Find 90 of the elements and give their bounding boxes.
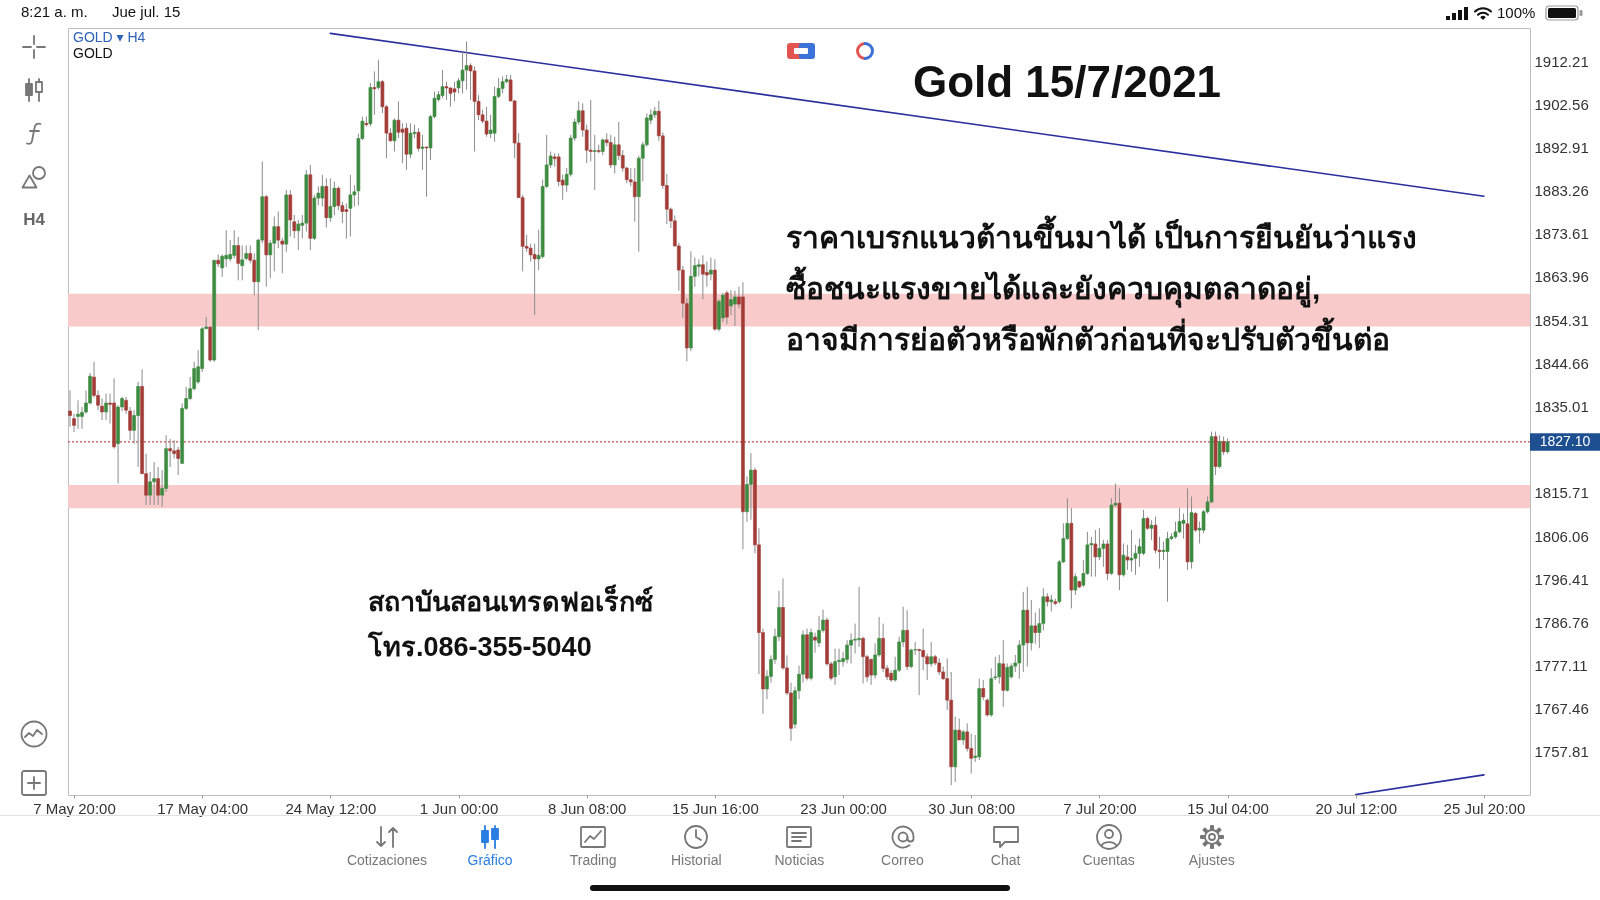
x-tick-label: 7 Jul 20:00 (1063, 799, 1137, 817)
candlestick (1149, 519, 1154, 541)
candlestick (833, 648, 837, 686)
candlestick (68, 389, 72, 428)
candlestick (232, 229, 237, 259)
candlestick (1093, 529, 1098, 578)
text: Cuentas (1082, 851, 1135, 869)
candlestick (452, 81, 457, 102)
candlestick (1129, 529, 1134, 573)
candlestick (296, 219, 301, 251)
x-tick-label: 30 Jun 08:00 (928, 799, 1016, 817)
text: 8:21 a. m. (21, 3, 88, 21)
candlestick (1089, 536, 1094, 578)
candlestick (749, 452, 753, 521)
candlestick (156, 466, 160, 506)
text: Trading (569, 851, 617, 869)
candlestick (76, 399, 80, 430)
text: Historial (671, 851, 722, 869)
text: H4 (23, 210, 45, 230)
candlestick (464, 40, 469, 91)
annotation: โทร.086-355-5040 (367, 630, 592, 662)
candlestick (444, 81, 449, 101)
candlestick (348, 174, 353, 238)
candlestick (592, 134, 597, 191)
candlestick (733, 290, 737, 327)
text: Jue jul. 15 (112, 3, 181, 21)
candlestick (328, 177, 333, 223)
candlestick (701, 254, 705, 300)
y-tick-label: 1757.81 (1534, 743, 1589, 761)
y-tick-label: 1796.41 (1534, 570, 1589, 588)
chart-subtitle: GOLD ▾ H4 (73, 29, 146, 45)
candlestick (420, 134, 425, 171)
text: Gold 15/7/2021 (912, 57, 1222, 106)
y-tick-label: 1806.06 (1534, 527, 1589, 545)
x-tick-label: 25 Jul 20:00 (1443, 799, 1526, 817)
x-tick-label: 8 Jun 08:00 (548, 799, 627, 817)
candlestick (1029, 599, 1034, 651)
x-tick-label: 23 Jun 00:00 (800, 799, 887, 817)
y-tick-label: 1815.71 (1534, 484, 1589, 502)
candlestick (632, 167, 637, 223)
candlestick (869, 658, 873, 686)
candlestick (220, 253, 225, 278)
text: Cotizaciones (346, 851, 428, 869)
candlestick (813, 632, 817, 654)
candlestick (440, 69, 445, 99)
candlestick (957, 717, 962, 741)
y-tick-label: 1892.91 (1534, 138, 1589, 156)
y-tick-label: 1854.31 (1534, 311, 1589, 329)
candlestick (1121, 543, 1126, 578)
x-tick-label: 7 May 20:00 (33, 799, 116, 817)
candlestick (424, 146, 429, 198)
y-tick-label: 1844.66 (1534, 354, 1589, 372)
candlestick (1033, 611, 1038, 645)
x-tick-label: 24 May 12:00 (285, 799, 377, 817)
candlestick (168, 438, 172, 468)
candlestick (917, 648, 921, 696)
candlestick (104, 393, 108, 421)
x-tick-label: 20 Jul 12:00 (1315, 799, 1398, 817)
text: Noticias (774, 851, 825, 869)
annotation: ราคาเบรกแนวต้านขึ้นมาได้ เป็นการยืนยันว่าแรง ซื้อชนะแรงขายได้และยังควบคุมตลาดอยู่, อาจมีการย่อตัวหรือพักตัวก่อนที่จะปรับตัวขึ้นต่อ (786, 215, 1418, 356)
y-tick-label: 1912.21 (1534, 52, 1589, 70)
annotation: GOLD (73, 45, 113, 61)
candlestick (320, 174, 325, 208)
text: 100% (1497, 4, 1536, 22)
y-tick-label: 1902.56 (1534, 95, 1589, 113)
x-tick-label: 15 Jul 04:00 (1187, 799, 1269, 817)
y-tick-label: 1835.01 (1534, 398, 1589, 416)
annotation: สถาบันสอนเทรดฟอเร็กซ์ (368, 584, 653, 617)
candlestick (152, 461, 156, 506)
candlestick (276, 210, 281, 249)
y-tick-label: 1767.46 (1534, 700, 1589, 718)
y-tick-label: 1777.11 (1534, 657, 1588, 675)
ref-line-label: 1827.10 (1539, 432, 1591, 449)
candlestick (929, 641, 933, 668)
text: Ajustes (1188, 851, 1235, 869)
text: Correo (881, 851, 924, 869)
candlestick (997, 654, 1002, 685)
candlestick (1221, 436, 1226, 456)
x-tick-label: 17 May 04:00 (157, 799, 249, 817)
x-tick-label: 15 Jun 16:00 (672, 799, 759, 817)
y-tick-label: 1786.76 (1534, 613, 1589, 631)
candlestick (1161, 541, 1166, 561)
text: Chat (990, 851, 1021, 869)
candlestick (588, 99, 593, 162)
text: Gráfico (467, 851, 513, 869)
y-tick-label: 1883.26 (1534, 182, 1589, 200)
x-tick-label: 1 Jun 00:00 (419, 799, 499, 817)
y-tick-label: 1863.96 (1534, 268, 1589, 286)
y-tick-label: 1873.61 (1534, 225, 1589, 243)
candlestick (400, 122, 405, 164)
